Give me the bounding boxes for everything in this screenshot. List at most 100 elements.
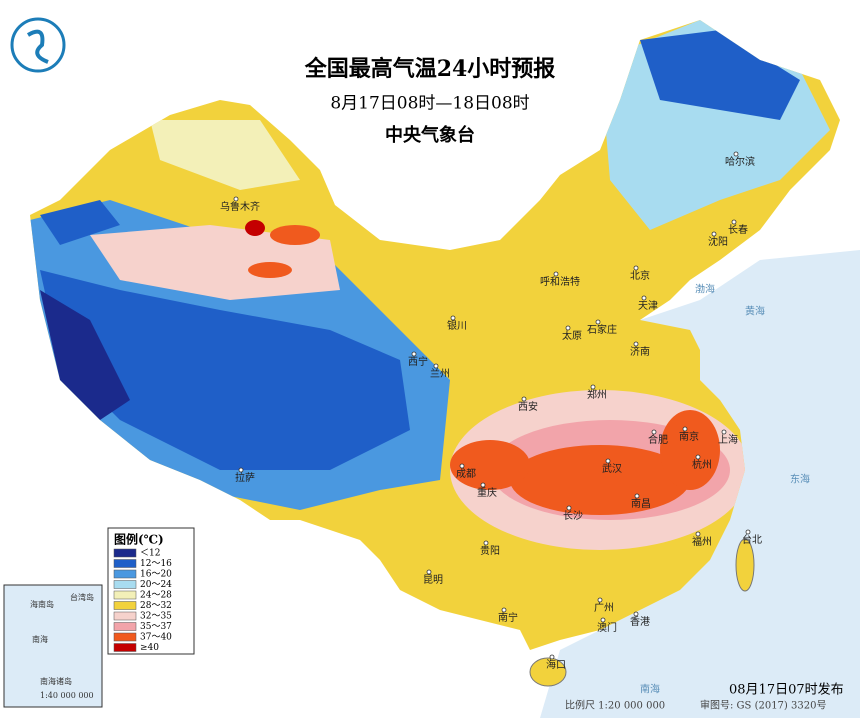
city-label: 兰州 <box>430 367 450 380</box>
city-label: 台北 <box>742 533 762 546</box>
hot-zone <box>90 225 340 300</box>
city-label: 南京 <box>679 430 699 443</box>
legend-swatch <box>113 569 137 579</box>
legend-label: 28～32 <box>140 601 172 611</box>
city-label: 济南 <box>630 345 650 358</box>
sea <box>540 250 860 718</box>
city-label: 长春 <box>728 224 748 236</box>
city-label: 沈阳 <box>708 235 728 248</box>
scale: 比例尺 1:20 000 000 <box>565 699 665 712</box>
very-hot-zone <box>270 225 320 245</box>
legend-swatch <box>113 590 137 600</box>
issued: 08月17日07时发布 <box>729 682 844 698</box>
sea-label: 东海 <box>790 473 810 486</box>
city-dot <box>565 325 571 331</box>
inset-label: 台湾岛 <box>70 592 94 602</box>
legend-label: ＜12 <box>140 549 160 559</box>
legend-swatch <box>113 559 137 568</box>
city-dot <box>695 454 701 460</box>
city-label: 澳门 <box>597 621 617 634</box>
taiwan <box>735 538 755 592</box>
city-dot <box>731 219 737 225</box>
subtitle: 8月17日08时—18日08时 <box>330 94 529 114</box>
city-label: 香港 <box>630 616 650 628</box>
hainan <box>529 657 567 687</box>
sea-label: 南海 <box>640 683 660 696</box>
city-dot <box>521 396 527 402</box>
city-dot <box>426 569 432 575</box>
legend-title: 图例(℃) <box>114 532 164 547</box>
inset-label: 南海 <box>32 634 48 644</box>
city-label: 南宁 <box>498 611 518 624</box>
very-hot-zone <box>660 410 720 490</box>
legend-label: 37～40 <box>140 633 172 643</box>
city-dot <box>549 654 555 660</box>
city-dot <box>651 429 657 435</box>
city-dot <box>745 529 751 535</box>
city-dot <box>450 315 456 321</box>
city-dot <box>597 597 603 603</box>
city-label: 广州 <box>594 602 614 614</box>
city-label: 南昌 <box>631 497 651 510</box>
city-dot <box>553 271 559 277</box>
city-label: 北京 <box>630 269 650 282</box>
city-label: 海口 <box>546 658 566 671</box>
city-dot <box>711 231 717 237</box>
city-label: 西宁 <box>408 355 428 368</box>
city-label: 上海 <box>718 433 738 446</box>
legend-label: 32～35 <box>140 612 172 622</box>
logo <box>10 17 66 73</box>
cold-zone <box>640 30 800 120</box>
city-dot <box>595 319 601 325</box>
city-dot <box>633 341 639 347</box>
legend-label: 35～37 <box>140 622 172 632</box>
city-dot <box>695 531 701 537</box>
city-dot <box>411 351 417 357</box>
legend-swatch <box>113 611 137 621</box>
title: 全国最高气温24小时预报 <box>304 56 556 82</box>
city-dot <box>433 363 439 369</box>
legend-swatch <box>113 622 137 631</box>
legend-swatch <box>113 548 137 558</box>
very-hot-zone <box>510 445 690 515</box>
city-label: 天津 <box>638 300 658 312</box>
inset-box <box>3 584 103 708</box>
warm-zone <box>150 120 300 190</box>
city-dot <box>682 426 688 432</box>
city-dot <box>590 384 596 390</box>
city-label: 西安 <box>518 400 538 413</box>
very-cold-zone <box>40 290 130 420</box>
city-label: 杭州 <box>692 458 712 471</box>
sea-label: 黄海 <box>745 305 765 318</box>
cold-zone <box>40 200 120 245</box>
legend-swatch <box>113 601 137 610</box>
legend-label: 24～28 <box>140 591 172 601</box>
city-dot <box>641 295 647 301</box>
city-dot <box>605 458 611 464</box>
city-dot <box>721 429 727 435</box>
city-dot <box>501 607 507 613</box>
city-dot <box>566 505 572 511</box>
legend-label: 12～16 <box>140 559 172 569</box>
city-label: 重庆 <box>477 486 497 499</box>
sea-label: 渤海 <box>695 283 715 296</box>
legend-swatch <box>113 632 137 642</box>
legend-label: ≥40 <box>140 643 159 653</box>
extreme-zone <box>245 220 265 236</box>
city-label: 贵阳 <box>480 544 500 557</box>
very-hot-zone <box>450 440 530 490</box>
legend-label: 16～20 <box>140 570 172 580</box>
city-dot <box>633 611 639 617</box>
city-dot <box>600 617 606 623</box>
city-label: 成都 <box>456 468 476 480</box>
city-dot <box>634 493 640 499</box>
city-dot <box>633 265 639 271</box>
city-label: 昆明 <box>423 574 443 586</box>
inset-label: 海南岛 <box>30 599 54 609</box>
inset-label: 南海诸岛 <box>40 676 72 686</box>
agency: 中央气象台 <box>385 124 475 146</box>
city-dot <box>483 540 489 546</box>
city-dot <box>233 196 239 202</box>
city-dot <box>238 467 244 473</box>
